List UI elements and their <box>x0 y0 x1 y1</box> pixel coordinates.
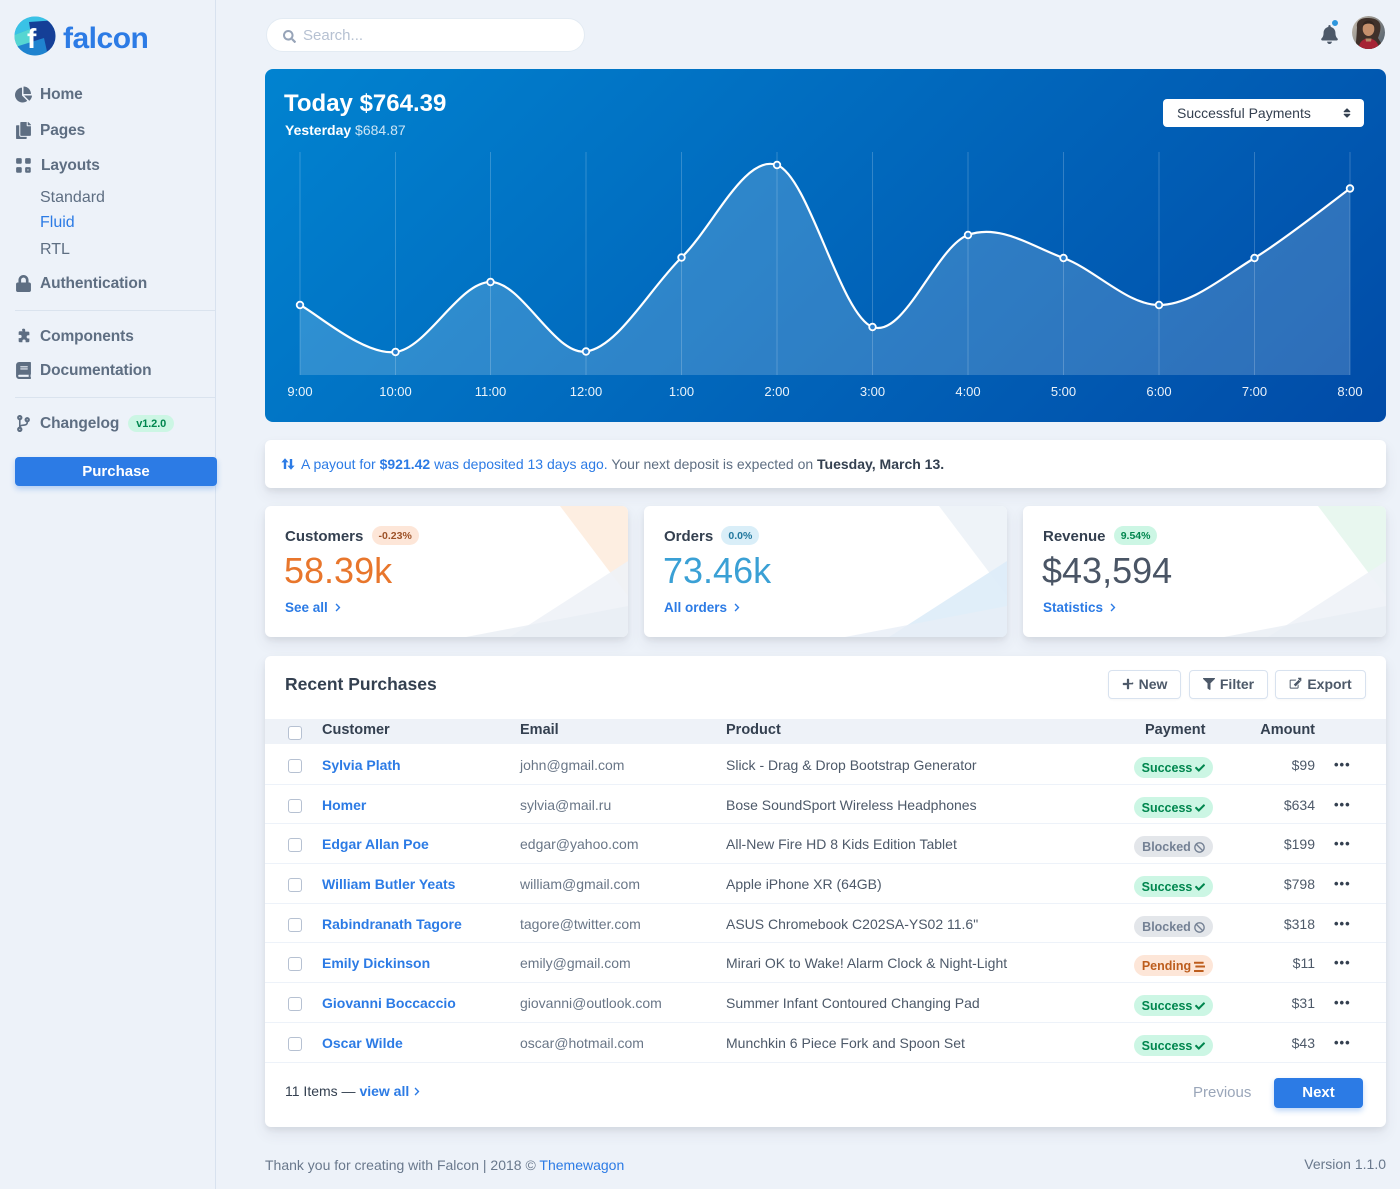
svg-text:12:00: 12:00 <box>570 384 603 399</box>
svg-text:9:00: 9:00 <box>287 384 312 399</box>
svg-text:10:00: 10:00 <box>379 384 412 399</box>
svg-text:5:00: 5:00 <box>1051 384 1076 399</box>
svg-text:8:00: 8:00 <box>1337 384 1362 399</box>
svg-text:6:00: 6:00 <box>1146 384 1171 399</box>
svg-text:4:00: 4:00 <box>955 384 980 399</box>
svg-text:7:00: 7:00 <box>1242 384 1267 399</box>
svg-text:f: f <box>27 23 37 54</box>
svg-text:2:00: 2:00 <box>764 384 789 399</box>
svg-text:3:00: 3:00 <box>860 384 885 399</box>
svg-text:1:00: 1:00 <box>669 384 694 399</box>
svg-text:11:00: 11:00 <box>475 384 507 399</box>
